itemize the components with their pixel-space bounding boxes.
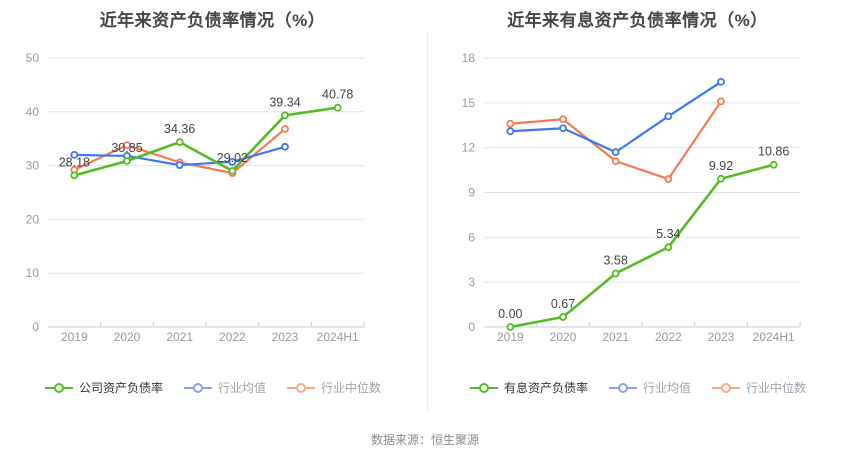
value-label: 5.34 [656,227,680,241]
value-label: 10.86 [758,145,789,159]
data-point-interest-bearing-asset-liability-ratio [769,160,778,169]
chart-asset-liability-ratio: 近年来资产负债率情况（%） 0 10 20 30 40 50 2019 2020 2021 202… [0,0,425,420]
chart-interest-bearing-liability-ratio: 近年来有息资产负债率情况（%） 0 3 6 9 12 15 18 2019 2020 2021 20… [425,0,850,420]
x-axis-tick-label: 2023 [708,330,735,344]
data-point-interest-bearing-asset-liability-ratio [559,313,567,321]
data-point-company-asset-liability-ratio [228,166,237,175]
data-point-industry-median [559,115,567,124]
legend-label: 行业均值 [217,381,266,395]
data-point-industry-median [611,157,620,166]
data-point-industry-average [717,78,725,86]
y-axis-tick-label: 18 [462,51,476,65]
data-point-industry-average [559,124,567,133]
y-axis-tick-label: 0 [468,320,475,334]
data-source-note: 数据来源：恒生聚源 [370,433,479,447]
data-point-industry-average [175,161,184,169]
x-axis-tick-label: 2020 [550,330,577,344]
legend-line-marker-icon [44,383,73,393]
data-point-industry-average [611,148,620,157]
x-axis-tick-label: 2019 [61,330,88,344]
legend-item-industry-median[interactable]: 行业中位数 [711,382,806,394]
data-point-company-asset-liability-ratio [281,111,289,120]
legend-line-marker-icon [469,383,498,393]
legend-line-marker-icon [608,383,637,393]
panel-divider [427,30,428,412]
series-line-industry-median [509,100,723,181]
data-point-interest-bearing-asset-liability-ratio [717,174,725,183]
value-label: 3.58 [603,253,627,267]
data-point-industry-median [506,119,515,128]
y-axis-tick-label: 40 [26,105,40,119]
y-axis-tick-label: 10 [26,266,40,280]
legend-label: 行业均值 [642,381,691,395]
value-label: 0.00 [498,307,522,321]
legend-label: 行业中位数 [746,381,807,395]
data-point-industry-median [123,141,131,150]
chart-legend: 有息资产负债率 行业均值 行业中位数 [425,382,850,394]
value-label: 0.67 [551,297,575,311]
y-axis-tick-label: 30 [26,159,40,173]
series-line-industry-average [509,80,723,154]
value-label: 40.78 [322,88,353,102]
line-chart-plot: 0 3 6 9 12 15 18 2019 2020 2021 2022 2023 2024H1 0.00… [462,51,801,344]
data-point-interest-bearing-asset-liability-ratio [611,269,620,278]
data-point-industry-median [664,175,673,183]
legend-line-marker-icon [183,383,212,393]
data-point-interest-bearing-asset-liability-ratio [506,323,515,331]
chart-title: 近年来资产负债率情况（%） [99,11,326,30]
x-axis-tick-label: 2024H1 [753,330,795,344]
data-point-industry-average [506,127,515,136]
value-label: 30.85 [111,141,142,155]
y-axis-tick-label: 3 [468,275,475,289]
legend-item-company-asset-liability-ratio[interactable]: 公司资产负债率 [44,382,163,394]
x-axis-tick-label: 2023 [272,330,299,344]
chart-legend: 公司资产负债率 行业均值 行业中位数 [0,382,425,394]
y-axis-tick-label: 6 [468,230,475,244]
value-label: 34.36 [164,122,195,136]
data-point-industry-average [228,157,237,166]
data-point-industry-median [717,97,725,106]
legend-item-interest-bearing-asset-liability-ratio[interactable]: 有息资产负债率 [469,382,588,394]
x-axis-tick-label: 2024H1 [317,330,359,344]
y-axis-tick-label: 12 [462,141,476,155]
x-axis-tick-label: 2020 [114,330,141,344]
legend-line-marker-icon [287,383,315,393]
data-point-industry-average [70,150,79,159]
data-point-industry-average [281,142,289,151]
x-axis-tick-label: 2021 [166,330,193,344]
data-point-company-asset-liability-ratio [333,103,342,112]
legend-item-industry-median[interactable]: 行业中位数 [286,382,381,394]
data-point-company-asset-liability-ratio [123,157,131,165]
y-axis-tick-label: 15 [462,96,476,110]
data-point-industry-median [281,125,289,133]
legend-label: 行业中位数 [321,381,382,395]
x-axis-tick-label: 2022 [655,330,682,344]
x-axis-tick-label: 2021 [602,330,629,344]
data-point-company-asset-liability-ratio [70,171,79,180]
x-axis-tick-label: 2019 [497,330,524,344]
y-axis-tick-label: 0 [32,320,39,334]
legend-line-marker-icon [712,383,740,393]
chart-title: 近年来有息资产负债率情况（%） [507,11,768,30]
x-axis-tick-label: 2022 [219,330,246,344]
legend-item-industry-average[interactable]: 行业均值 [608,382,691,394]
data-point-interest-bearing-asset-liability-ratio [664,243,673,252]
line-chart-plot: 0 10 20 30 40 50 2019 2020 2021 2022 2023 2024H1 28.… [26,51,365,344]
series-line-interest-bearing-asset-liability-ratio [509,163,775,329]
y-axis-tick-label: 50 [26,51,40,65]
y-axis-tick-label: 9 [468,186,475,200]
legend-item-industry-average[interactable]: 行业均值 [183,382,266,394]
data-point-industry-average [664,112,673,121]
series-line-company-asset-liability-ratio [73,106,339,177]
value-label: 28.18 [59,155,90,169]
legend-label: 公司资产负债率 [78,381,163,395]
value-label: 9.92 [709,159,733,173]
data-point-company-asset-liability-ratio [175,138,184,147]
value-label: 39.34 [269,95,300,109]
legend-label: 有息资产负债率 [503,381,588,395]
y-axis-tick-label: 20 [26,212,40,226]
value-label: 29.02 [217,151,248,165]
